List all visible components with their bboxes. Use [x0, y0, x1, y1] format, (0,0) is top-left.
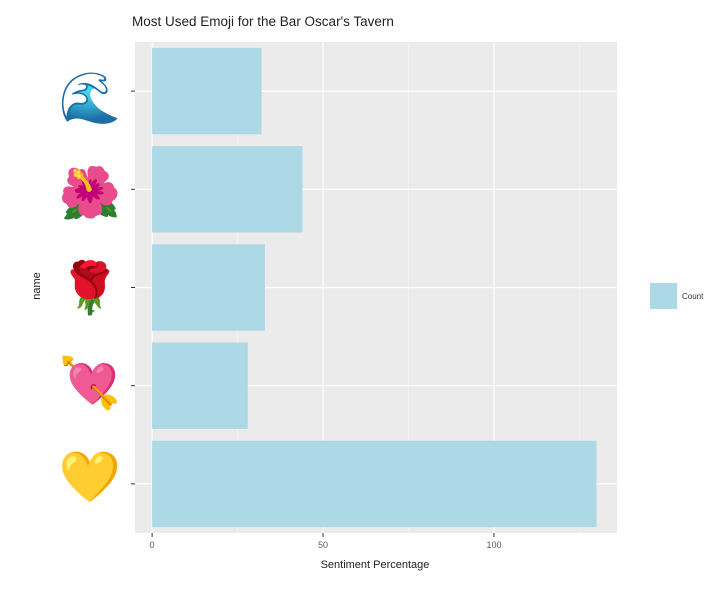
x-tick-label-0: 0	[149, 540, 155, 550]
legend: Count	[650, 283, 703, 309]
bar	[152, 146, 303, 233]
chart-title: Most Used Emoji for the Bar Oscar's Tave…	[132, 14, 394, 29]
bar	[152, 244, 265, 331]
bar	[152, 440, 597, 528]
hibiscus-emoji-icon: 🌺	[58, 165, 122, 221]
x-tick-label-100: 100	[486, 540, 502, 550]
bar	[152, 342, 248, 429]
water-wave-emoji-icon: 🌊	[58, 70, 122, 126]
legend-label-count: Count	[682, 291, 704, 301]
x-axis-label: Sentiment Percentage	[320, 559, 430, 571]
legend-key-count	[650, 283, 677, 309]
yellow-heart-emoji-icon: 💛	[58, 449, 122, 505]
y-axis-label: name	[31, 272, 43, 300]
rose-emoji-icon: 🌹	[58, 260, 122, 316]
x-tick-label-50: 50	[317, 540, 329, 550]
bar	[152, 47, 262, 135]
heart-with-arrow-emoji-icon: 💘	[58, 355, 122, 411]
